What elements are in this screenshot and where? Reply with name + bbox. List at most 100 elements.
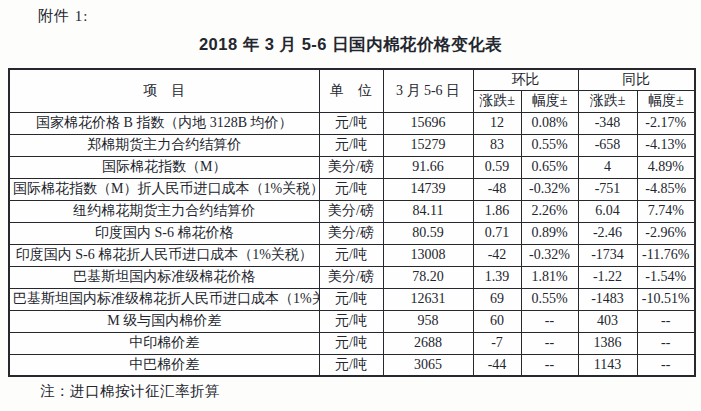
col-header-yoy-change: 涨跌± (578, 90, 637, 112)
table-row: M 级与国内棉价差元/吨95860--403-- (9, 310, 695, 332)
cell-yoy-range: -11.76% (637, 244, 695, 266)
cell-yoy-range: -- (637, 310, 695, 332)
cell-yoy-range: 4.89% (637, 156, 695, 178)
table-row: 印度国内 S-6 棉花折人民币进口成本（1%关税）元/吨13008-42-0.3… (9, 244, 695, 266)
cell-yoy-change: -1.22 (578, 266, 637, 288)
col-header-item: 项 目 (9, 69, 319, 112)
cell-mom-range: -0.32% (521, 244, 578, 266)
table-row: 巴基斯坦国内标准级棉花价格美分/磅78.201.391.81%-1.22-1.5… (9, 266, 695, 288)
cell-unit: 元/吨 (319, 244, 383, 266)
cell-value: 15696 (383, 112, 473, 134)
cell-yoy-range: -10.51% (637, 288, 695, 310)
table-row: 中印棉价差元/吨2688-7--1386-- (9, 332, 695, 354)
cell-value: 78.20 (383, 266, 473, 288)
cell-item: 国家棉花价格 B 指数（内地 3128B 均价） (9, 112, 319, 134)
cell-unit: 元/吨 (319, 354, 383, 376)
cell-mom-change: 1.86 (473, 200, 521, 222)
cell-yoy-change: 6.04 (578, 200, 637, 222)
cell-mom-range: 0.08% (521, 112, 578, 134)
cell-value: 12631 (383, 288, 473, 310)
cotton-price-table: 项 目 单 位 3 月 5-6 日 环比 同比 涨跌± 幅度± 涨跌± 幅度± … (8, 68, 696, 377)
cell-value: 91.66 (383, 156, 473, 178)
cell-yoy-change: -1483 (578, 288, 637, 310)
col-header-date: 3 月 5-6 日 (383, 69, 473, 112)
cell-unit: 元/吨 (319, 332, 383, 354)
cell-unit: 元/吨 (319, 178, 383, 200)
cell-item: 印度国内 S-6 棉花价格 (9, 222, 319, 244)
cell-mom-change: 83 (473, 134, 521, 156)
cell-yoy-change: -348 (578, 112, 637, 134)
cell-item: 纽约棉花期货主力合约结算价 (9, 200, 319, 222)
cell-value: 3065 (383, 354, 473, 376)
cell-yoy-range: -4.85% (637, 178, 695, 200)
cell-mom-change: 60 (473, 310, 521, 332)
cell-unit: 元/吨 (319, 288, 383, 310)
cell-item: 巴基斯坦国内标准级棉花价格 (9, 266, 319, 288)
col-header-mom-group: 环比 (473, 69, 578, 90)
footnote: 注：进口棉按计征汇率折算 (40, 382, 701, 401)
cell-mom-range: -- (521, 354, 578, 376)
cell-value: 84.11 (383, 200, 473, 222)
page-title: 2018 年 3 月 5-6 日国内棉花价格变化表 (0, 33, 701, 55)
cell-mom-change: 0.71 (473, 222, 521, 244)
cell-unit: 元/吨 (319, 112, 383, 134)
cell-item: 中巴棉价差 (9, 354, 319, 376)
cell-value: 958 (383, 310, 473, 332)
table-row: 印度国内 S-6 棉花价格美分/磅80.590.710.89%-2.46-2.9… (9, 222, 695, 244)
document-page: 附件 1: 2018 年 3 月 5-6 日国内棉花价格变化表 项 目 单 位 … (0, 0, 701, 411)
cell-yoy-change: -751 (578, 178, 637, 200)
cell-yoy-range: -- (637, 332, 695, 354)
cell-value: 13008 (383, 244, 473, 266)
cell-unit: 元/吨 (319, 310, 383, 332)
cell-mom-range: 0.55% (521, 134, 578, 156)
col-header-unit: 单 位 (319, 69, 383, 112)
cell-mom-range: -- (521, 310, 578, 332)
cell-yoy-range: -2.17% (637, 112, 695, 134)
cell-mom-range: 0.65% (521, 156, 578, 178)
cell-mom-change: -7 (473, 332, 521, 354)
cell-mom-change: -44 (473, 354, 521, 376)
table-row: 中巴棉价差元/吨3065-44--1143-- (9, 354, 695, 376)
cell-unit: 美分/磅 (319, 156, 383, 178)
cell-value: 2688 (383, 332, 473, 354)
cell-mom-range: -- (521, 332, 578, 354)
col-header-mom-range: 幅度± (521, 90, 578, 112)
col-header-mom-change: 涨跌± (473, 90, 521, 112)
table-row: 国际棉花指数（M）美分/磅91.660.590.65%44.89% (9, 156, 695, 178)
col-header-yoy-group: 同比 (578, 69, 695, 90)
cell-mom-range: -0.32% (521, 178, 578, 200)
cell-mom-change: 1.39 (473, 266, 521, 288)
table-row: 国家棉花价格 B 指数（内地 3128B 均价）元/吨15696120.08%-… (9, 112, 695, 134)
cell-mom-change: -48 (473, 178, 521, 200)
header-row-groups: 项 目 单 位 3 月 5-6 日 环比 同比 (9, 69, 695, 90)
cell-yoy-range: -4.13% (637, 134, 695, 156)
cell-mom-range: 1.81% (521, 266, 578, 288)
attachment-label: 附件 1: (0, 0, 701, 26)
cell-mom-range: 2.26% (521, 200, 578, 222)
cell-yoy-range: 7.74% (637, 200, 695, 222)
cell-mom-change: 0.59 (473, 156, 521, 178)
table-row: 纽约棉花期货主力合约结算价美分/磅84.111.862.26%6.047.74% (9, 200, 695, 222)
table-row: 郑棉期货主力合约结算价元/吨15279830.55%-658-4.13% (9, 134, 695, 156)
cell-value: 80.59 (383, 222, 473, 244)
table-row: 巴基斯坦国内标准级棉花折人民币进口成本（1%关税）元/吨12631690.55%… (9, 288, 695, 310)
cell-value: 14739 (383, 178, 473, 200)
cell-mom-change: 12 (473, 112, 521, 134)
cell-item: M 级与国内棉价差 (9, 310, 319, 332)
cell-mom-change: -42 (473, 244, 521, 266)
cell-yoy-change: -1734 (578, 244, 637, 266)
cell-item: 印度国内 S-6 棉花折人民币进口成本（1%关税） (9, 244, 319, 266)
cell-item: 巴基斯坦国内标准级棉花折人民币进口成本（1%关税） (9, 288, 319, 310)
cell-mom-range: 0.55% (521, 288, 578, 310)
cell-unit: 元/吨 (319, 134, 383, 156)
cell-mom-change: 69 (473, 288, 521, 310)
cell-yoy-change: 403 (578, 310, 637, 332)
cell-mom-range: 0.89% (521, 222, 578, 244)
cell-yoy-range: -2.96% (637, 222, 695, 244)
cell-yoy-change: 4 (578, 156, 637, 178)
cell-unit: 美分/磅 (319, 222, 383, 244)
cell-item: 郑棉期货主力合约结算价 (9, 134, 319, 156)
cell-item: 国际棉花指数（M） (9, 156, 319, 178)
cell-value: 15279 (383, 134, 473, 156)
cell-yoy-range: -- (637, 354, 695, 376)
